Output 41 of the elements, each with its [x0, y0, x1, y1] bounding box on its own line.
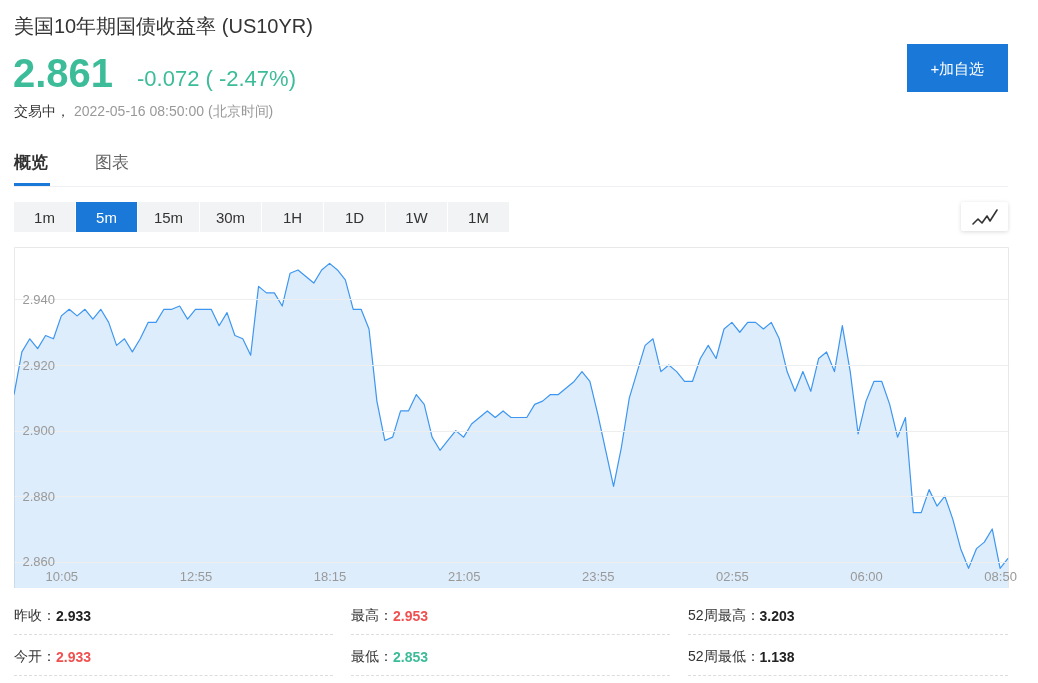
x-tick-label: 08:50 — [984, 568, 1017, 584]
text: 52周最低： — [688, 647, 760, 666]
y-tick-label: 2.880 — [22, 488, 56, 504]
period-button: 1M — [448, 202, 509, 232]
text: 概览 — [14, 153, 48, 172]
period-button: 30m — [200, 202, 261, 232]
chart-title: 美国10年期国债收益率 (US10YR) — [14, 15, 313, 37]
x-tick-label: 18:15 — [313, 568, 347, 584]
text: 2.953 — [393, 607, 429, 624]
text: 交易中， — [14, 103, 70, 119]
x-tick-label: 06:00 — [850, 568, 883, 584]
period-button: 1W — [386, 202, 447, 232]
text: 2.933 — [56, 607, 92, 624]
text: 52周最高： — [688, 606, 760, 625]
period-button: 15m — [138, 202, 199, 232]
text: 2.853 — [393, 648, 429, 665]
x-tick-label: 12:55 — [179, 568, 213, 584]
period-button: 1H — [262, 202, 323, 232]
text: 3.203 — [759, 607, 795, 624]
y-tick-label: 2.860 — [22, 554, 56, 570]
x-tick-label: 10:05 — [45, 568, 79, 584]
text: 2022-05-16 08:50:00 (北京时间) — [74, 103, 274, 119]
text: 2.861 — [13, 51, 114, 95]
y-tick-label: 2.940 — [22, 291, 56, 307]
text: 最低： — [351, 647, 393, 666]
y-tick-label: 2.900 — [22, 423, 56, 439]
period-button: 1m — [14, 202, 75, 232]
text: 2.933 — [56, 648, 92, 665]
x-tick-label: 21:05 — [447, 568, 481, 584]
x-tick-label: 02:55 — [716, 568, 749, 584]
text: 图表 — [95, 153, 129, 172]
y-tick-label: 2.920 — [22, 357, 56, 373]
add-button: +加自选 — [907, 44, 1008, 92]
text: 1.138 — [759, 648, 795, 665]
text: 昨收： — [14, 606, 56, 625]
period-button: 1D — [324, 202, 385, 232]
text: 今开： — [14, 647, 56, 666]
text: -0.072 ( -2.47%) — [137, 66, 296, 91]
period-button: 5m — [76, 202, 137, 232]
x-tick-label: 23:55 — [582, 568, 615, 584]
text: 最高： — [351, 606, 393, 625]
